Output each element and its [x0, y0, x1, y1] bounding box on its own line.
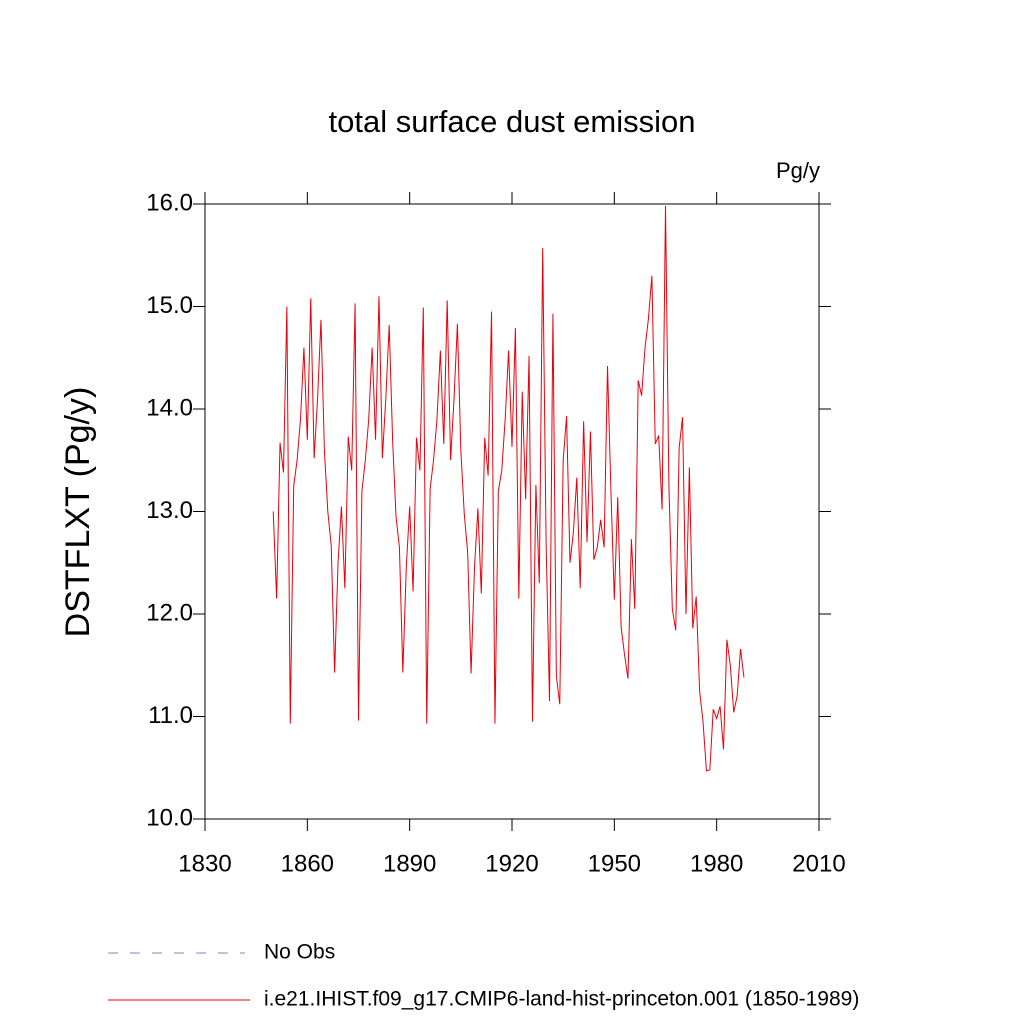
x-tick-label: 1980 — [690, 850, 743, 877]
y-tick-label: 15.0 — [146, 292, 193, 319]
y-tick-label: 14.0 — [146, 394, 193, 421]
chart-title: total surface dust emission — [328, 104, 695, 139]
x-tick-label: 1950 — [588, 850, 641, 877]
x-tick-label: 1920 — [485, 850, 538, 877]
x-tick-label: 2010 — [792, 850, 845, 877]
x-tick-label: 1890 — [383, 850, 436, 877]
units-label: Pg/y — [776, 158, 820, 183]
data-line — [272, 206, 745, 772]
y-tick-label: 11.0 — [148, 702, 193, 729]
y-tick-label: 13.0 — [146, 497, 193, 524]
x-tick-label: 1860 — [281, 850, 334, 877]
legend-label: No Obs — [264, 941, 335, 964]
y-axis-label: DSTFLXT (Pg/y) — [59, 387, 97, 638]
y-tick-label: 10.0 — [146, 804, 193, 831]
plot-frame — [204, 203, 820, 820]
legend-label: i.e21.IHIST.f09_g17.CMIP6-land-hist-prin… — [264, 988, 859, 1011]
y-tick-label: 16.0 — [146, 189, 193, 216]
x-tick-label: 1830 — [178, 850, 231, 877]
y-tick-label: 12.0 — [146, 599, 193, 626]
